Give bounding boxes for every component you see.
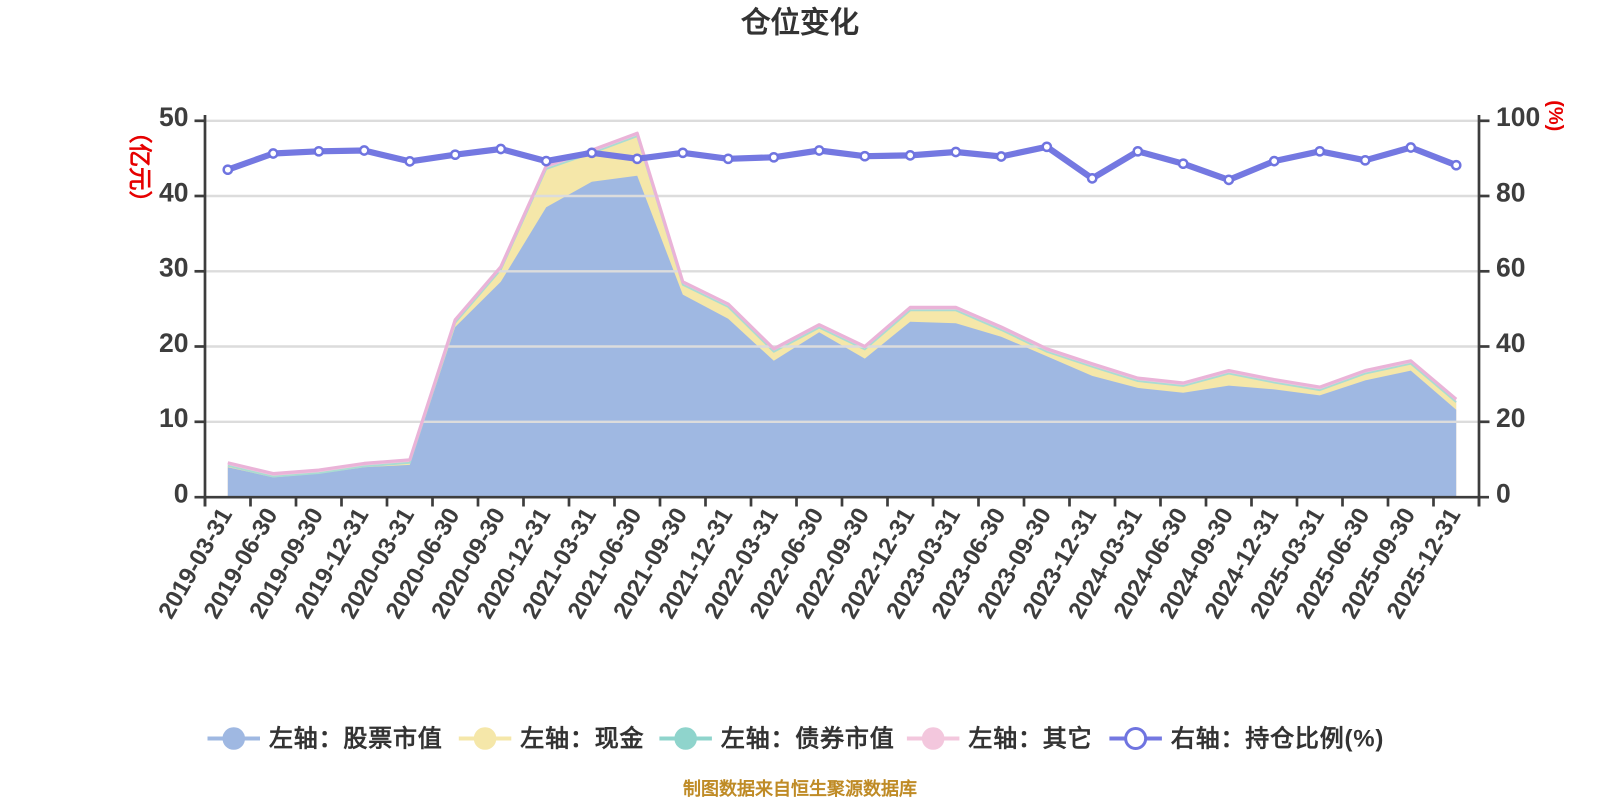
svg-text:20: 20	[159, 328, 188, 358]
svg-text:0: 0	[174, 478, 189, 508]
svg-text:80: 80	[1496, 177, 1525, 207]
svg-text:仓位变化: 仓位变化	[741, 6, 859, 40]
svg-text:左轴：债券市值: 左轴：债券市值	[721, 725, 895, 753]
svg-text:制图数据来自恒生聚源数据库: 制图数据来自恒生聚源数据库	[683, 778, 917, 799]
svg-text:60: 60	[1496, 253, 1525, 283]
svg-text:100: 100	[1496, 102, 1540, 132]
svg-text:40: 40	[159, 177, 188, 207]
svg-text:40: 40	[1496, 328, 1525, 358]
svg-text:右轴：持仓比例(%): 右轴：持仓比例(%)	[1171, 725, 1384, 753]
svg-text:（亿元）: （亿元）	[127, 120, 153, 214]
svg-text:左轴：其它: 左轴：其它	[968, 725, 1092, 753]
svg-text:左轴：现金: 左轴：现金	[520, 725, 644, 753]
svg-text:0: 0	[1496, 478, 1511, 508]
svg-text:30: 30	[159, 253, 188, 283]
svg-text:20: 20	[1496, 403, 1525, 433]
svg-text:左轴：股票市值: 左轴：股票市值	[269, 725, 443, 753]
svg-text:50: 50	[159, 102, 188, 132]
svg-text:10: 10	[159, 403, 188, 433]
svg-text:(%): (%)	[1544, 100, 1566, 131]
